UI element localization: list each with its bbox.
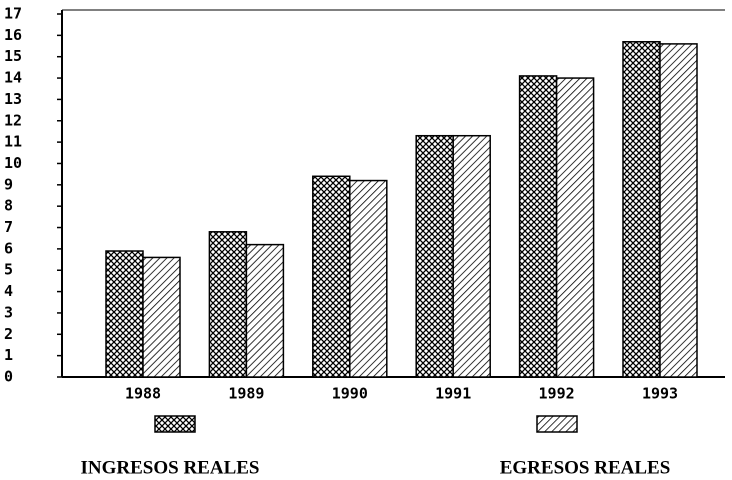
y-tick-label: 1 bbox=[4, 346, 13, 364]
bar bbox=[518, 75, 558, 378]
legend-label: INGRESOS REALES bbox=[81, 457, 260, 478]
legend-label: EGRESOS REALES bbox=[500, 457, 671, 478]
bar bbox=[245, 243, 285, 378]
y-tick-label: 15 bbox=[4, 47, 22, 65]
bar bbox=[208, 231, 248, 378]
x-tick-label: 1989 bbox=[228, 385, 264, 403]
bar bbox=[142, 256, 181, 378]
x-tick-label: 1991 bbox=[435, 385, 471, 403]
y-tick-label: 2 bbox=[4, 325, 13, 343]
y-tick-label: 11 bbox=[4, 133, 22, 151]
bar bbox=[415, 134, 454, 378]
bar bbox=[555, 77, 595, 378]
y-tick-label: 13 bbox=[4, 90, 22, 108]
y-tick-label: 16 bbox=[4, 26, 22, 44]
bar bbox=[659, 43, 698, 378]
y-tick-label: 8 bbox=[4, 197, 13, 215]
y-tick-label: 0 bbox=[4, 368, 13, 386]
x-tick-label: 1993 bbox=[642, 385, 678, 403]
x-tick-label: 1990 bbox=[332, 385, 368, 403]
y-tick-label: 7 bbox=[4, 218, 13, 236]
legend-swatch bbox=[536, 415, 578, 433]
bar bbox=[105, 250, 144, 378]
y-tick-label: 14 bbox=[4, 69, 22, 87]
x-tick-label: 1988 bbox=[125, 385, 161, 403]
y-tick-label: 4 bbox=[4, 282, 13, 300]
y-tick-label: 12 bbox=[4, 111, 22, 129]
x-tick-label: 1992 bbox=[539, 385, 575, 403]
bar bbox=[349, 179, 388, 378]
y-tick-label: 10 bbox=[4, 154, 22, 172]
y-tick-label: 6 bbox=[4, 239, 13, 257]
bar bbox=[622, 41, 661, 378]
y-tick-label: 3 bbox=[4, 303, 13, 321]
bar bbox=[312, 175, 351, 378]
y-tick-label: 17 bbox=[4, 5, 22, 23]
legend-swatch bbox=[154, 415, 196, 433]
y-tick-label: 5 bbox=[4, 261, 13, 279]
y-tick-label: 9 bbox=[4, 175, 13, 193]
bar bbox=[452, 134, 491, 378]
